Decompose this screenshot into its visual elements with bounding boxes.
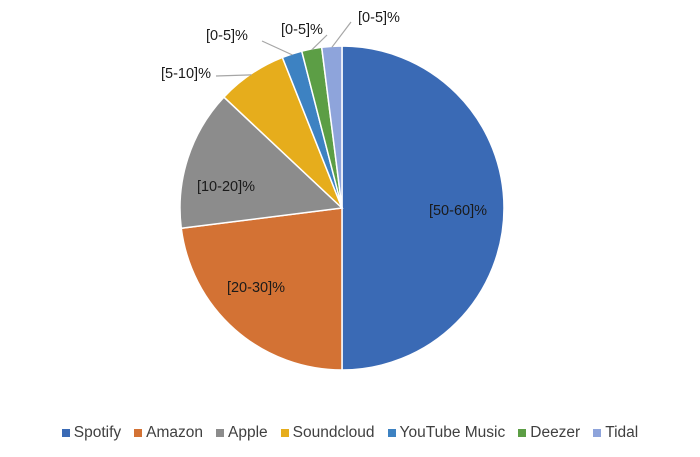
leader-line-soundcloud — [215, 74, 252, 77]
legend-item-apple: Apple — [216, 424, 268, 442]
legend-label-spotify: Spotify — [73, 424, 122, 441]
leader-line-tidal — [331, 21, 352, 48]
pie-slice-spotify — [341, 45, 505, 371]
pie-slice-tidal — [320, 45, 343, 209]
pie-slice-amazon — [180, 207, 343, 371]
chart-legend: Spotify Amazon Apple Soundcloud YouTube Musi… — [0, 424, 700, 442]
data-label-soundcloud: [5-10]% — [161, 66, 211, 82]
legend-label-amazon: Amazon — [146, 424, 204, 441]
legend-swatch-tidal — [593, 429, 602, 437]
legend-swatch-amazon — [134, 429, 143, 437]
leader-line-deezer — [311, 34, 328, 51]
legend-label-apple: Apple — [228, 424, 268, 441]
leader-line-youtube-music — [261, 40, 293, 56]
legend-swatch-deezer — [518, 429, 527, 437]
legend-swatch-soundcloud — [280, 429, 289, 437]
legend-item-soundcloud: Soundcloud — [280, 424, 375, 442]
data-label-tidal: [0-5]% — [358, 10, 400, 26]
legend-label-youtube-music: YouTube Music — [399, 424, 506, 441]
data-label-youtube-music: [0-5]% — [206, 28, 248, 44]
legend-item-spotify: Spotify — [61, 424, 122, 442]
legend-item-deezer: Deezer — [518, 424, 580, 442]
legend-swatch-apple — [216, 429, 225, 437]
legend-item-tidal: Tidal — [593, 424, 638, 442]
legend-label-tidal: Tidal — [605, 424, 639, 441]
pie-slice-apple — [179, 96, 344, 230]
data-label-apple: [10-20]% — [197, 179, 255, 195]
legend-swatch-spotify — [61, 429, 70, 437]
legend-item-amazon: Amazon — [134, 424, 203, 442]
legend-label-soundcloud: Soundcloud — [292, 424, 375, 441]
legend-label-deezer: Deezer — [530, 424, 581, 441]
data-label-deezer: [0-5]% — [281, 22, 323, 38]
legend-item-youtube-music: YouTube Music — [387, 424, 506, 442]
data-label-amazon: [20-30]% — [227, 280, 285, 296]
data-label-spotify: [50-60]% — [429, 203, 487, 219]
legend-swatch-youtube-music — [387, 429, 396, 437]
